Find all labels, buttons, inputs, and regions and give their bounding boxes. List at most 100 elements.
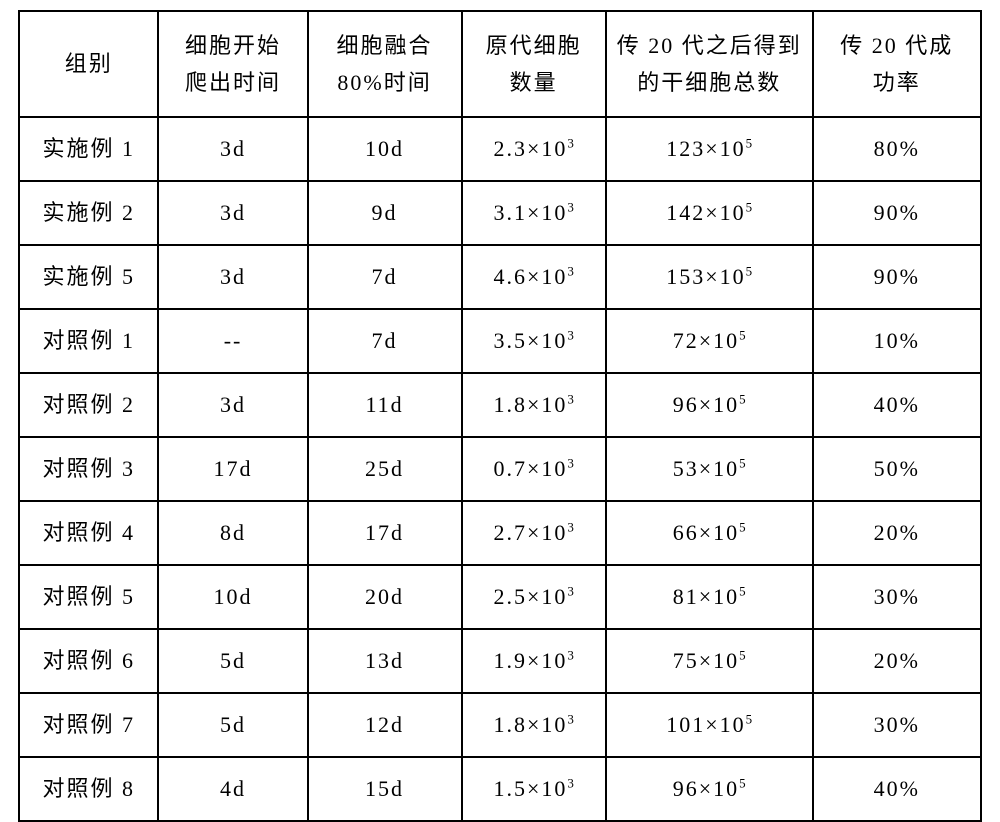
- cell-passage-total: 101×105: [606, 693, 813, 757]
- header-text: 的干细胞总数: [637, 70, 781, 95]
- table-row: 实施例 13d10d2.3×103123×10580%: [19, 117, 981, 181]
- sci-base: 3.5×10: [493, 328, 567, 353]
- table-row: 实施例 23d9d3.1×103142×10590%: [19, 181, 981, 245]
- table-row: 对照例 1--7d3.5×10372×10510%: [19, 309, 981, 373]
- cell-crawl-time: 3d: [158, 117, 307, 181]
- sci-exponent: 3: [567, 776, 574, 791]
- cell-crawl-time: 17d: [158, 437, 307, 501]
- table-body: 实施例 13d10d2.3×103123×10580%实施例 23d9d3.1×…: [19, 117, 981, 821]
- sci-base: 3.1×10: [493, 200, 567, 225]
- table-row: 对照例 65d13d1.9×10375×10520%: [19, 629, 981, 693]
- cell-confluence-time: 9d: [308, 181, 462, 245]
- cell-confluence-time: 20d: [308, 565, 462, 629]
- cell-passage-total: 72×105: [606, 309, 813, 373]
- sci-exponent: 5: [739, 648, 746, 663]
- table-row: 对照例 75d12d1.8×103101×10530%: [19, 693, 981, 757]
- col-header-confluence-time: 细胞融合 80%时间: [308, 11, 462, 117]
- cell-confluence-time: 15d: [308, 757, 462, 821]
- sci-exponent: 5: [746, 136, 753, 151]
- table-row: 对照例 84d15d1.5×10396×10540%: [19, 757, 981, 821]
- cell-primary-count: 1.5×103: [462, 757, 606, 821]
- sci-base: 1.5×10: [493, 776, 567, 801]
- sci-exponent: 5: [746, 200, 753, 215]
- col-header-primary-count: 原代细胞 数量: [462, 11, 606, 117]
- sci-exponent: 5: [746, 264, 753, 279]
- cell-group: 对照例 5: [19, 565, 158, 629]
- sci-base: 153×10: [666, 264, 745, 289]
- cell-passage-total: 96×105: [606, 757, 813, 821]
- sci-base: 2.5×10: [493, 584, 567, 609]
- header-text: 组别: [65, 51, 113, 76]
- sci-base: 1.8×10: [493, 392, 567, 417]
- cell-success-rate: 90%: [813, 245, 981, 309]
- cell-confluence-time: 7d: [308, 309, 462, 373]
- table-row: 对照例 23d11d1.8×10396×10540%: [19, 373, 981, 437]
- cell-primary-count: 3.1×103: [462, 181, 606, 245]
- cell-passage-total: 75×105: [606, 629, 813, 693]
- sci-exponent: 3: [567, 136, 574, 151]
- sci-exponent: 3: [567, 200, 574, 215]
- cell-primary-count: 1.9×103: [462, 629, 606, 693]
- sci-base: 1.9×10: [493, 648, 567, 673]
- sci-exponent: 3: [567, 392, 574, 407]
- sci-base: 75×10: [673, 648, 739, 673]
- sci-base: 96×10: [673, 392, 739, 417]
- sci-base: 96×10: [673, 776, 739, 801]
- cell-primary-count: 3.5×103: [462, 309, 606, 373]
- cell-success-rate: 40%: [813, 373, 981, 437]
- sci-exponent: 3: [567, 328, 574, 343]
- col-header-passage-total: 传 20 代之后得到 的干细胞总数: [606, 11, 813, 117]
- cell-crawl-time: 10d: [158, 565, 307, 629]
- sci-exponent: 5: [739, 392, 746, 407]
- header-text: 细胞开始: [185, 33, 281, 58]
- table-header-row: 组别 细胞开始 爬出时间 细胞融合 80%时间 原代细胞 数量 传 20 代之后…: [19, 11, 981, 117]
- cell-passage-total: 142×105: [606, 181, 813, 245]
- cell-confluence-time: 7d: [308, 245, 462, 309]
- cell-crawl-time: 8d: [158, 501, 307, 565]
- sci-exponent: 5: [746, 712, 753, 727]
- cell-crawl-time: 3d: [158, 373, 307, 437]
- sci-exponent: 5: [739, 328, 746, 343]
- cell-primary-count: 2.7×103: [462, 501, 606, 565]
- cell-confluence-time: 13d: [308, 629, 462, 693]
- table-row: 对照例 317d25d0.7×10353×10550%: [19, 437, 981, 501]
- cell-confluence-time: 17d: [308, 501, 462, 565]
- header-text: 传 20 代成: [840, 33, 953, 58]
- cell-group: 对照例 4: [19, 501, 158, 565]
- sci-exponent: 5: [739, 584, 746, 599]
- col-header-crawl-time: 细胞开始 爬出时间: [158, 11, 307, 117]
- cell-group: 对照例 6: [19, 629, 158, 693]
- sci-exponent: 3: [567, 584, 574, 599]
- cell-passage-total: 153×105: [606, 245, 813, 309]
- sci-exponent: 3: [567, 456, 574, 471]
- sci-base: 0.7×10: [493, 456, 567, 481]
- cell-group: 实施例 2: [19, 181, 158, 245]
- col-header-success-rate: 传 20 代成 功率: [813, 11, 981, 117]
- sci-exponent: 5: [739, 520, 746, 535]
- cell-confluence-time: 12d: [308, 693, 462, 757]
- header-text: 数量: [510, 70, 558, 95]
- cell-group: 对照例 2: [19, 373, 158, 437]
- sci-base: 72×10: [673, 328, 739, 353]
- cell-success-rate: 80%: [813, 117, 981, 181]
- sci-exponent: 3: [567, 520, 574, 535]
- cell-primary-count: 2.5×103: [462, 565, 606, 629]
- sci-base: 2.3×10: [493, 136, 567, 161]
- sci-base: 1.8×10: [493, 712, 567, 737]
- cell-passage-total: 66×105: [606, 501, 813, 565]
- cell-success-rate: 30%: [813, 565, 981, 629]
- sci-base: 4.6×10: [493, 264, 567, 289]
- sci-base: 66×10: [673, 520, 739, 545]
- sci-exponent: 3: [567, 712, 574, 727]
- sci-exponent: 5: [739, 776, 746, 791]
- sci-exponent: 3: [567, 264, 574, 279]
- sci-base: 53×10: [673, 456, 739, 481]
- sci-base: 81×10: [673, 584, 739, 609]
- cell-primary-count: 1.8×103: [462, 693, 606, 757]
- cell-crawl-time: 4d: [158, 757, 307, 821]
- sci-base: 142×10: [666, 200, 745, 225]
- header-text: 传 20 代之后得到: [617, 33, 802, 58]
- sci-base: 123×10: [666, 136, 745, 161]
- cell-group: 对照例 1: [19, 309, 158, 373]
- sci-base: 2.7×10: [493, 520, 567, 545]
